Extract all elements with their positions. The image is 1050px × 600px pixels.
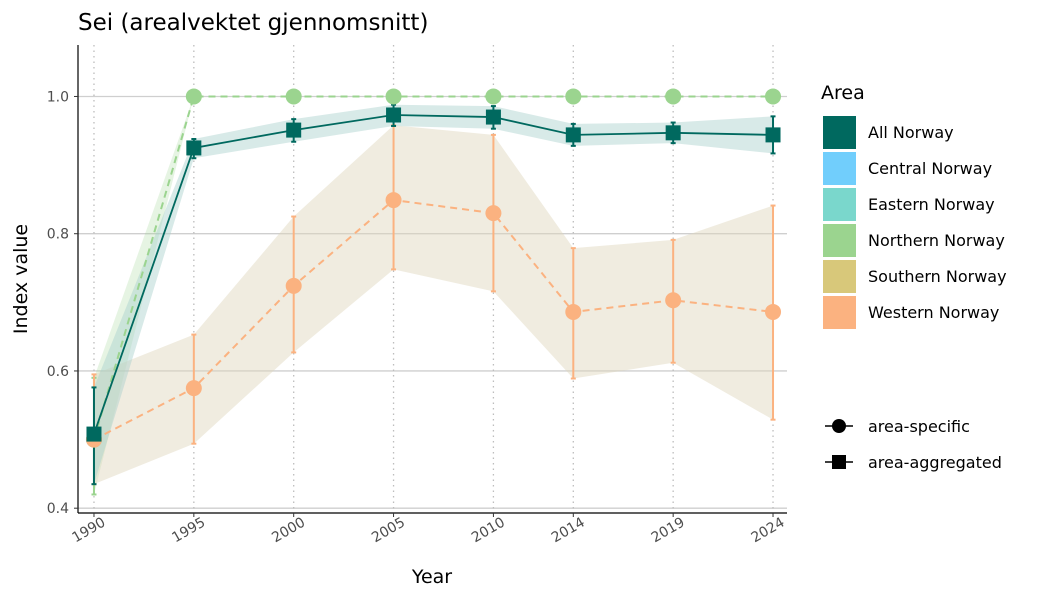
- legend-label: Western Norway: [868, 303, 999, 322]
- data-point-circle: [565, 303, 582, 320]
- data-point-square: [765, 127, 781, 143]
- data-points: [85, 88, 782, 448]
- legend-shapes: area-specific area-aggregated: [825, 417, 1002, 472]
- data-point-circle: [765, 88, 782, 105]
- data-point-square: [86, 426, 102, 442]
- chart-title: Sei (arealvektet gjennomsnitt): [78, 10, 428, 36]
- legend-label: Northern Norway: [868, 231, 1005, 250]
- legend-swatch: [823, 260, 856, 293]
- x-axis-title: Year: [411, 566, 452, 588]
- legend-label: All Norway: [868, 123, 954, 142]
- data-point-circle: [385, 88, 402, 105]
- data-point-square: [386, 107, 402, 123]
- line-all-norway: [93, 114, 774, 435]
- legend-swatch: [823, 152, 856, 185]
- band-all-norway: [93, 104, 774, 485]
- legend-shape-label: area-specific: [868, 417, 970, 436]
- legend-label: Southern Norway: [868, 267, 1007, 286]
- y-tick-label: 1.0: [47, 89, 69, 105]
- legend-areas: All Norway Central Norway Eastern Norway No…: [823, 116, 1007, 329]
- y-tick-label: 0.4: [47, 501, 69, 517]
- data-point-circle: [285, 88, 302, 105]
- data-point-circle: [385, 192, 402, 209]
- data-point-square: [665, 125, 681, 141]
- axes: [74, 45, 787, 517]
- data-point-circle: [485, 205, 502, 222]
- data-point-square: [286, 122, 302, 138]
- legend-shape-label: area-aggregated: [868, 453, 1002, 472]
- legend-swatch: [823, 116, 856, 149]
- y-tick-label: 0.6: [47, 364, 69, 380]
- data-point-circle: [485, 88, 502, 105]
- legend-shape-circle: [832, 419, 846, 433]
- legend-swatch: [823, 296, 856, 329]
- data-point-square: [485, 109, 501, 125]
- y-axis-title: Index value: [10, 224, 32, 334]
- data-point-circle: [665, 88, 682, 105]
- data-point-circle: [665, 292, 682, 309]
- legend-swatch: [823, 188, 856, 221]
- line-northern-norway: [93, 95, 774, 440]
- y-tick-label: 0.8: [47, 227, 69, 243]
- data-point-circle: [565, 88, 582, 105]
- legend-label: Eastern Norway: [868, 195, 995, 214]
- legend-label: Central Norway: [868, 159, 992, 178]
- data-point-circle: [765, 303, 782, 320]
- data-point-circle: [185, 380, 202, 397]
- legend-swatch: [823, 224, 856, 257]
- legend: Area All Norway Central Norway Eastern Nor…: [821, 82, 1007, 472]
- legend-title: Area: [821, 82, 865, 104]
- data-point-circle: [185, 88, 202, 105]
- data-point-circle: [285, 277, 302, 294]
- data-point-square: [186, 140, 202, 156]
- data-point-square: [565, 127, 581, 143]
- series-lines: [93, 95, 774, 441]
- line-western-norway: [93, 199, 774, 441]
- legend-shape-square: [832, 455, 846, 469]
